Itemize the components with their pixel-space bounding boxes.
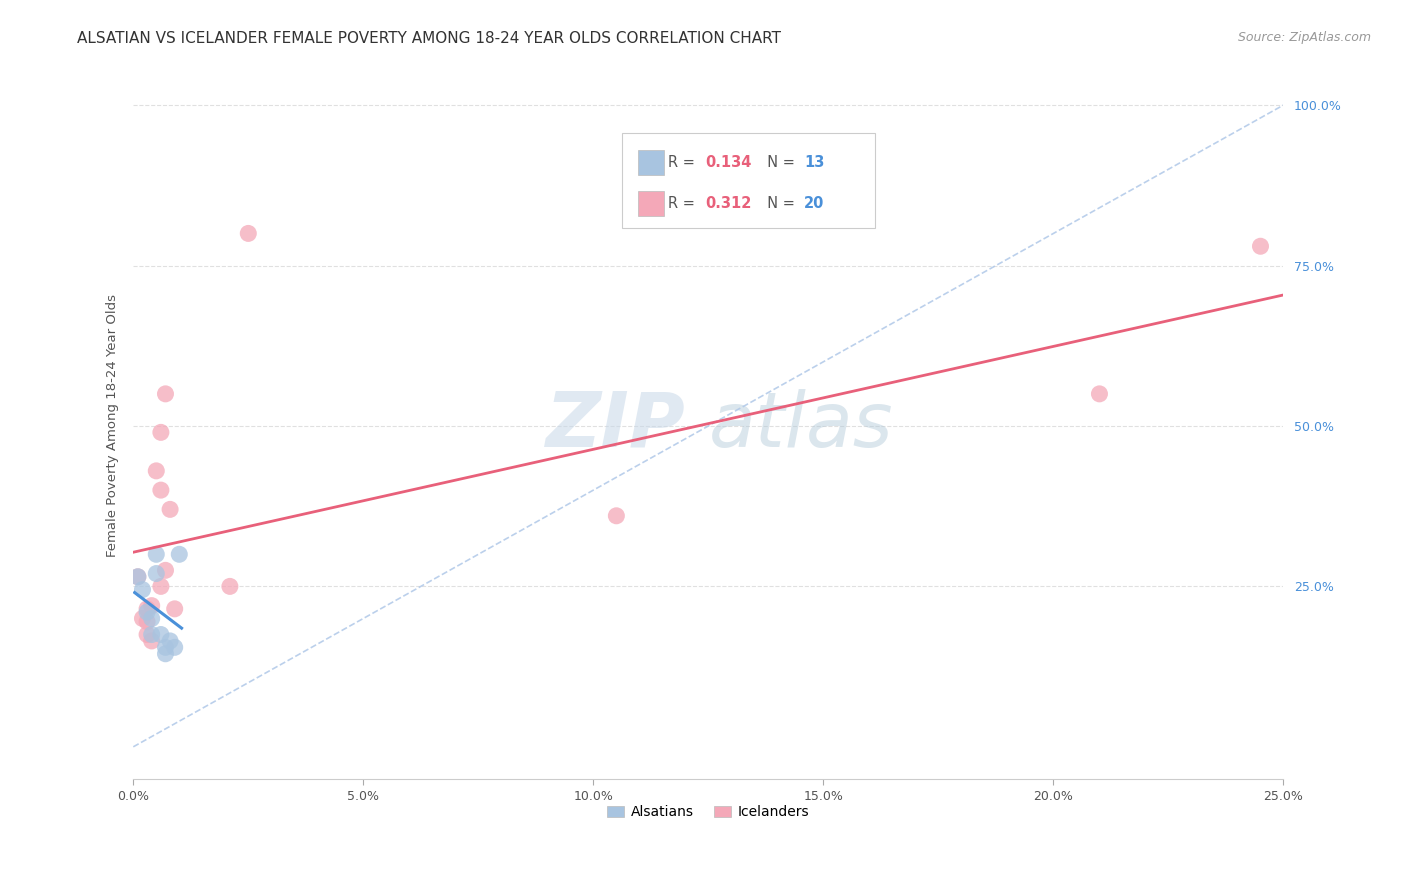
- FancyBboxPatch shape: [638, 191, 664, 216]
- Text: 0.134: 0.134: [704, 155, 751, 170]
- Point: [141, 599, 163, 613]
- Text: N =: N =: [758, 196, 800, 211]
- Point: [127, 570, 149, 584]
- Text: ZIP: ZIP: [546, 389, 685, 463]
- Legend: Alsatians, Icelanders: Alsatians, Icelanders: [602, 800, 815, 825]
- Point: [155, 563, 177, 577]
- Point: [136, 605, 159, 619]
- Text: Source: ZipAtlas.com: Source: ZipAtlas.com: [1237, 31, 1371, 45]
- Point: [1250, 239, 1272, 253]
- Point: [155, 387, 177, 401]
- Text: R =: R =: [668, 155, 700, 170]
- Point: [155, 640, 177, 655]
- Point: [136, 602, 159, 616]
- Text: R =: R =: [668, 196, 700, 211]
- Point: [169, 547, 191, 561]
- Point: [238, 227, 260, 241]
- Text: 13: 13: [804, 155, 824, 170]
- Text: 20: 20: [804, 196, 824, 211]
- Point: [155, 647, 177, 661]
- Point: [131, 611, 153, 625]
- Y-axis label: Female Poverty Among 18-24 Year Olds: Female Poverty Among 18-24 Year Olds: [107, 294, 120, 558]
- Text: atlas: atlas: [709, 389, 893, 463]
- Point: [131, 582, 153, 597]
- Point: [605, 508, 627, 523]
- Point: [159, 502, 181, 516]
- Point: [219, 579, 242, 593]
- Point: [145, 547, 167, 561]
- Point: [149, 425, 172, 440]
- Point: [149, 627, 172, 641]
- Point: [159, 634, 181, 648]
- Point: [127, 570, 149, 584]
- Point: [141, 611, 163, 625]
- Point: [141, 634, 163, 648]
- Text: 0.312: 0.312: [704, 196, 751, 211]
- Point: [136, 627, 159, 641]
- Point: [145, 566, 167, 581]
- Point: [163, 640, 186, 655]
- Point: [1088, 387, 1111, 401]
- Point: [163, 602, 186, 616]
- Text: ALSATIAN VS ICELANDER FEMALE POVERTY AMONG 18-24 YEAR OLDS CORRELATION CHART: ALSATIAN VS ICELANDER FEMALE POVERTY AMO…: [77, 31, 782, 46]
- FancyBboxPatch shape: [638, 150, 664, 176]
- Point: [149, 579, 172, 593]
- Text: N =: N =: [758, 155, 800, 170]
- Point: [136, 615, 159, 629]
- Point: [141, 627, 163, 641]
- FancyBboxPatch shape: [621, 133, 875, 228]
- Point: [149, 483, 172, 497]
- Point: [145, 464, 167, 478]
